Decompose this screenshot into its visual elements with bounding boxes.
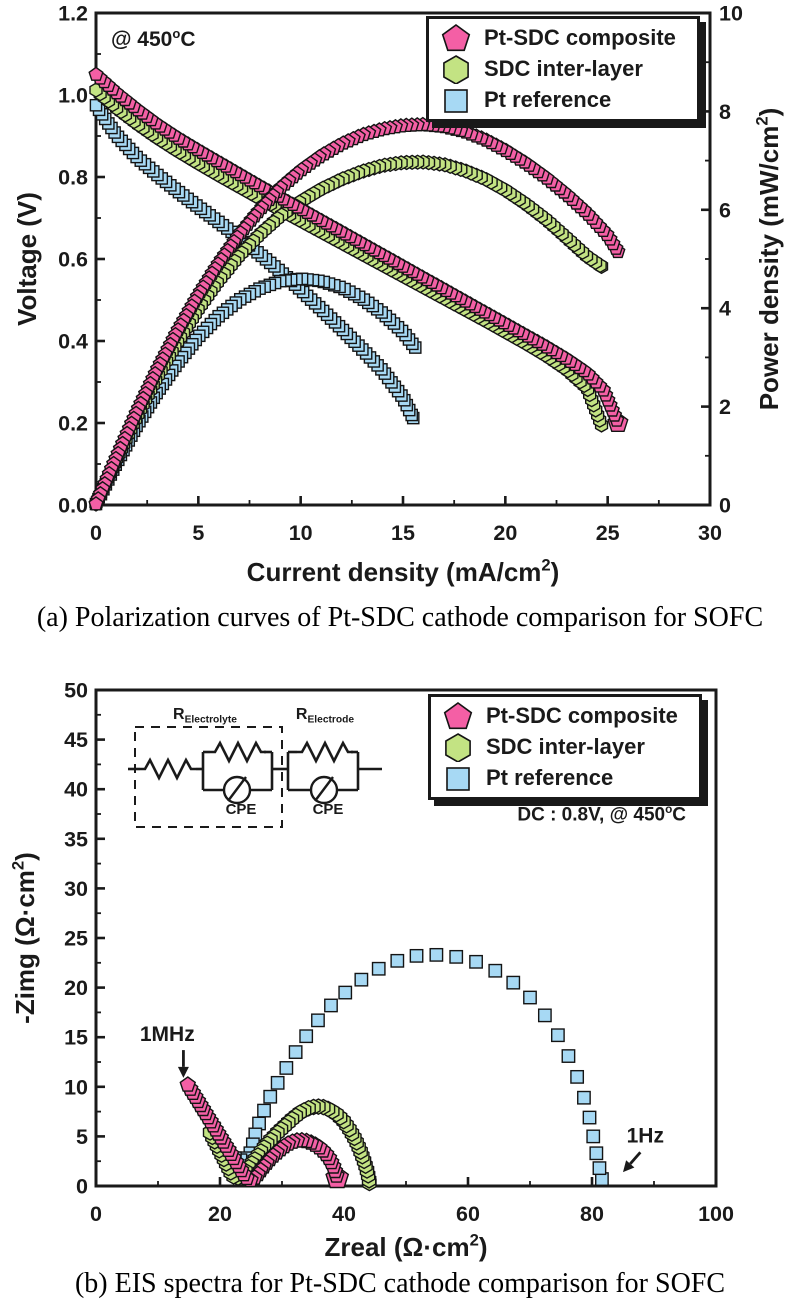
ticks: 0 5 10 15 20 25 30 0.0 0.2 0.4 0.6 0.8 1.0 1.2 0 2 4 6 8 10 xyxy=(58,2,743,546)
pentagon-marker-icon xyxy=(443,701,473,729)
legend-polarization: Pt-SDC composite SDC inter-layer Pt refere… xyxy=(426,16,700,122)
series-sdc-inter-layer xyxy=(202,1098,377,1192)
caption-b: (b) EIS spectra for Pt-SDC cathode compa… xyxy=(74,1268,726,1299)
svg-text:4: 4 xyxy=(719,297,731,321)
svg-text:30: 30 xyxy=(698,521,722,545)
svg-text:0: 0 xyxy=(90,1202,102,1226)
polarization-chart: 0 5 10 15 20 25 30 0.0 0.2 0.4 0.6 0.8 1.0 1.2 0 2 4 6 8 10… xyxy=(12,2,784,588)
svg-text:Voltage (V): Voltage (V) xyxy=(12,192,42,326)
svg-text:10: 10 xyxy=(64,1075,88,1099)
svg-text:CPE: CPE xyxy=(226,801,257,818)
svg-text:80: 80 xyxy=(580,1202,604,1226)
svg-text:10: 10 xyxy=(719,2,743,26)
freq-annotation-1mhz: 1MHz xyxy=(140,1023,195,1078)
pentagon-marker-icon xyxy=(441,23,471,51)
legend-item-label: Pt reference xyxy=(484,86,612,112)
svg-text:2: 2 xyxy=(719,395,731,419)
legend-item: SDC inter-layer xyxy=(443,731,699,762)
series-pt-sdc-composite-voltage xyxy=(88,66,629,432)
temperature-annotation: @ 450oC xyxy=(111,26,196,51)
freq-annotation-1hz: 1Hz xyxy=(623,1124,664,1173)
square-marker-icon xyxy=(446,766,470,791)
legend-item: Pt reference xyxy=(443,762,699,793)
square-marker-icon xyxy=(444,88,468,113)
svg-text:8: 8 xyxy=(719,100,731,124)
svg-text:5: 5 xyxy=(192,521,204,545)
ticks: 0 20 40 60 80 100 0 5 10 15 20 25 30 35 40 45 50 xyxy=(64,679,734,1227)
svg-text:0: 0 xyxy=(76,1175,88,1199)
svg-text:10: 10 xyxy=(289,521,313,545)
svg-text:-Zimg (Ω·cm2): -Zimg (Ω·cm2) xyxy=(9,852,40,1024)
svg-text:20: 20 xyxy=(64,976,88,1000)
legend-item: Pt-SDC composite xyxy=(443,700,699,731)
svg-text:Current density (mA/cm2): Current density (mA/cm2) xyxy=(247,556,560,587)
legend-item-label: Pt-SDC composite xyxy=(486,702,678,728)
svg-text:25: 25 xyxy=(64,927,88,951)
svg-text:1.2: 1.2 xyxy=(58,2,88,26)
svg-text:1MHz: 1MHz xyxy=(140,1023,195,1046)
svg-text:0.0: 0.0 xyxy=(58,494,88,518)
svg-text:35: 35 xyxy=(64,827,88,851)
svg-text:CPE: CPE xyxy=(313,801,344,818)
eis-chart: 0 20 40 60 80 100 0 5 10 15 20 25 30 35 40 45 50 Zreal (Ω… xyxy=(9,679,734,1263)
svg-text:0: 0 xyxy=(719,494,731,518)
svg-text:0.4: 0.4 xyxy=(58,330,88,354)
series-pt-sdc-composite xyxy=(179,1076,350,1189)
legend-item: Pt reference xyxy=(441,84,697,115)
svg-text:20: 20 xyxy=(493,521,517,545)
svg-text:45: 45 xyxy=(64,728,88,752)
svg-text:1.0: 1.0 xyxy=(58,84,88,108)
hexagon-marker-icon xyxy=(443,54,469,84)
svg-text:0.6: 0.6 xyxy=(58,248,88,272)
legend-item: Pt-SDC composite xyxy=(441,22,697,53)
svg-text:0.8: 0.8 xyxy=(58,166,88,190)
svg-text:40: 40 xyxy=(332,1202,356,1226)
legend-item-label: SDC inter-layer xyxy=(486,733,645,759)
svg-text:1Hz: 1Hz xyxy=(627,1124,664,1147)
caption-a: (a) Polarization curves of Pt-SDC cathod… xyxy=(36,602,764,633)
svg-text:5: 5 xyxy=(76,1125,88,1149)
legend-item-label: SDC inter-layer xyxy=(484,55,643,81)
svg-text:15: 15 xyxy=(64,1026,88,1050)
svg-text:Zreal (Ω·cm2): Zreal (Ω·cm2) xyxy=(324,1231,487,1262)
legend-item-label: Pt-SDC composite xyxy=(484,24,676,50)
equivalent-circuit-inset: RElectrolyte RElectrode CPE CPE xyxy=(128,706,382,828)
svg-text:0.2: 0.2 xyxy=(58,412,88,436)
svg-text:30: 30 xyxy=(64,877,88,901)
series-pt-sdc-composite-power xyxy=(88,116,626,511)
svg-text:RElectrode: RElectrode xyxy=(296,706,355,726)
svg-text:RElectrolyte: RElectrolyte xyxy=(173,706,237,726)
dc-bias-annotation: DC : 0.8V, @ 450oC xyxy=(517,803,686,826)
svg-text:25: 25 xyxy=(596,521,620,545)
legend-eis: Pt-SDC composite SDC inter-layer Pt refere… xyxy=(428,694,702,800)
svg-text:15: 15 xyxy=(391,521,415,545)
hexagon-marker-icon xyxy=(445,732,471,762)
svg-text:6: 6 xyxy=(719,198,731,222)
svg-text:20: 20 xyxy=(208,1202,232,1226)
svg-text:100: 100 xyxy=(698,1202,734,1226)
legend-item-label: Pt reference xyxy=(486,764,614,790)
legend-item: SDC inter-layer xyxy=(441,53,697,84)
svg-text:50: 50 xyxy=(64,679,88,703)
svg-text:60: 60 xyxy=(456,1202,480,1226)
series-pt-reference-voltage xyxy=(89,98,420,425)
svg-text:Power density (mW/cm2): Power density (mW/cm2) xyxy=(753,108,784,411)
svg-text:40: 40 xyxy=(64,778,88,802)
svg-text:0: 0 xyxy=(90,521,102,545)
